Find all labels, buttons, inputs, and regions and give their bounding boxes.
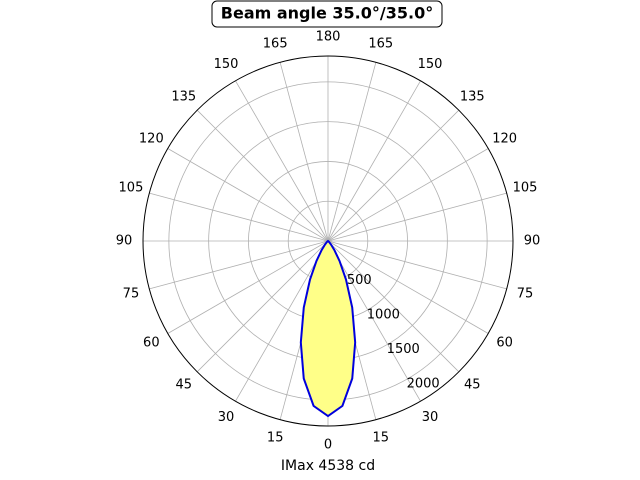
theta-tick-label: 135 <box>460 89 485 104</box>
r-tick-label: 500 <box>347 273 372 288</box>
theta-tick-label: 135 <box>171 89 196 104</box>
theta-tick-label: 180 <box>316 30 341 45</box>
theta-tick-label: 120 <box>139 132 164 147</box>
grid-spoke <box>327 240 421 402</box>
beam-area <box>299 239 357 418</box>
theta-tick-label: 30 <box>422 410 439 425</box>
r-tick-label: 1000 <box>367 308 400 323</box>
grid-spoke <box>167 240 329 334</box>
theta-tick-label: 60 <box>496 336 513 351</box>
theta-tick-label: 150 <box>418 57 443 72</box>
grid-spoke <box>327 240 460 373</box>
theta-tick-label: 90 <box>116 234 133 249</box>
grid-spoke <box>167 148 329 242</box>
theta-tick-label: 105 <box>513 181 538 196</box>
grid-spoke <box>196 240 329 373</box>
grid-spoke <box>327 109 460 242</box>
title-box <box>211 0 443 28</box>
grid-spoke <box>279 62 329 242</box>
grid-spoke <box>327 192 507 242</box>
theta-tick-label: 150 <box>214 57 239 72</box>
r-tick-label: 2000 <box>407 377 440 392</box>
theta-tick-label: 165 <box>368 36 393 51</box>
theta-tick-label: 30 <box>218 410 235 425</box>
theta-tick-label: 60 <box>143 336 160 351</box>
grid-spoke <box>149 192 329 242</box>
grid-spoke <box>327 80 421 242</box>
grid-spoke <box>327 240 489 334</box>
theta-tick-label: 105 <box>119 181 144 196</box>
theta-tick-label: 75 <box>517 286 534 301</box>
theta-tick-label: 15 <box>267 431 284 446</box>
polar-frame <box>142 55 514 427</box>
grid-spoke <box>235 240 329 402</box>
theta-tick-label: 45 <box>175 378 192 393</box>
theta-tick-label: 75 <box>123 286 140 301</box>
theta-tick-label: 120 <box>492 132 517 147</box>
theta-tick-label: 0 <box>324 438 332 453</box>
theta-tick-label: 15 <box>373 431 390 446</box>
plot <box>299 239 357 418</box>
theta-tick-label: 90 <box>524 234 541 249</box>
grid-spoke <box>196 109 329 242</box>
chart-title: Beam angle 35.0°/35.0° <box>221 4 433 23</box>
grid-spoke <box>149 240 329 290</box>
theta-tick-label: 45 <box>464 378 481 393</box>
grid-spoke <box>327 62 377 242</box>
x-axis-label: IMax 4538 cd <box>281 458 375 474</box>
r-tick-label: 1500 <box>387 342 420 357</box>
grid-spoke <box>327 240 507 290</box>
theta-tick-label: 165 <box>263 36 288 51</box>
grid-spoke <box>235 80 329 242</box>
grid-spoke <box>327 148 489 242</box>
